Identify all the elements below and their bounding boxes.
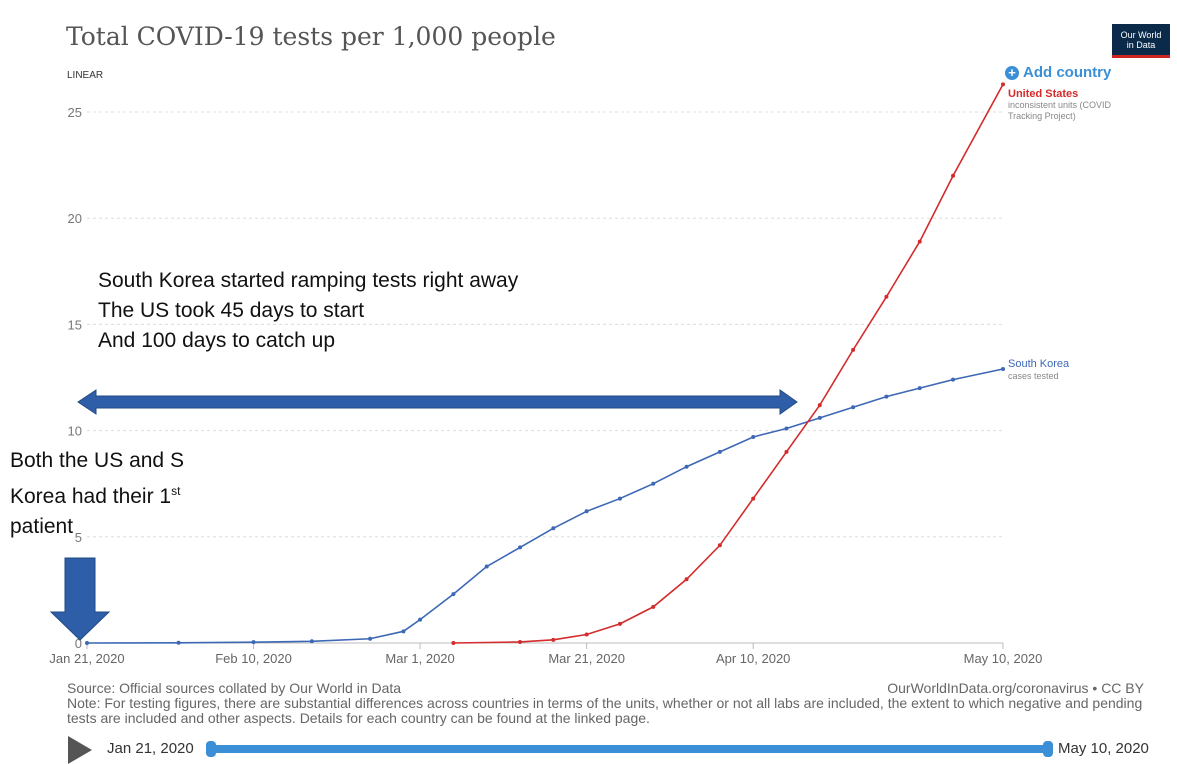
chart-title: Total COVID-19 tests per 1,000 people [66,22,556,51]
annotation-first-line-2-text: Korea had their 1 [10,485,172,508]
data-point [884,394,889,399]
data-point [917,239,922,244]
play-icon[interactable] [68,736,92,764]
series-line-1 [453,84,1004,644]
annotation-first-line-1: Both the US and S [10,449,184,472]
data-point [309,639,314,644]
y-tick-label: 25 [68,105,82,120]
x-tick-label: Mar 1, 2020 [385,651,454,666]
data-point [884,294,889,299]
series-name-label: United States [1008,88,1078,100]
data-point [85,641,89,645]
data-point [717,543,722,548]
annotation-main-line-1: South Korea started ramping tests right … [98,269,519,292]
annotation-main: South Korea started ramping tests right … [98,266,518,356]
series-sublabel: cases tested [1008,371,1059,381]
data-point [551,526,556,531]
scale-label[interactable]: LINEAR [67,70,104,81]
y-axis-ticks: 0 5 10 15 20 25 [68,105,82,651]
series-layer [85,82,1005,645]
series-name-label: South Korea [1008,358,1070,370]
x-tick-label: Apr 10, 2020 [716,651,790,666]
annotation-first-line-3: patient [10,515,74,538]
data-point [784,426,789,431]
y-tick-label: 15 [68,317,82,332]
grid-lines [87,111,1003,644]
series-line-0 [86,368,1004,644]
timeline-bar: Jan 21, 2020 May 10, 2020 [0,730,1177,764]
data-point [751,434,756,439]
y-tick-label: 10 [68,424,82,439]
data-point [518,545,523,550]
owid-logo[interactable]: Our World in Data [1112,24,1170,58]
data-point [551,637,556,642]
data-point [1001,367,1005,372]
data-point [817,403,822,408]
data-point [518,639,523,644]
data-point [176,640,181,645]
data-point [817,415,822,420]
annotation-main-line-3: And 100 days to catch up [98,329,335,352]
data-point [951,377,956,382]
data-point [584,509,589,514]
x-axis-ticks: Jan 21, 2020 Feb 10, 2020 Mar 1, 2020 Mar 2… [49,643,1042,666]
timeline-start-handle[interactable] [206,741,216,757]
data-point [617,496,622,501]
double-arrow [77,389,798,415]
x-tick-label: Jan 21, 2020 [49,651,124,666]
data-point [684,464,689,469]
site-license-text[interactable]: OurWorldInData.org/coronavirus • CC BY [887,680,1144,696]
logo-line-1: Our World [1120,29,1162,40]
add-country-button[interactable]: + Add country [1005,64,1111,81]
x-tick-label: May 10, 2020 [964,651,1043,666]
data-point [451,641,456,645]
data-point [717,449,722,454]
timeline-end-label: May 10, 2020 [1058,740,1149,757]
data-point [251,640,256,645]
data-point [851,405,856,410]
timeline-end-handle[interactable] [1043,741,1053,757]
data-point [368,636,373,641]
data-point [651,604,656,609]
annotation-arrows [49,389,798,641]
data-point [401,629,406,634]
data-point [784,449,789,454]
x-tick-label: Mar 21, 2020 [548,651,625,666]
data-point [617,621,622,626]
data-point [418,617,423,622]
x-tick-label: Feb 10, 2020 [215,651,292,666]
series-sublabel: inconsistent units (COVID [1008,100,1112,110]
y-tick-label: 20 [68,211,82,226]
annotation-first-superscript: st [171,484,181,498]
data-point [917,386,922,391]
annotation-first-line-2: Korea had their 1st [10,476,184,512]
series-sublabel: Tracking Project) [1008,111,1076,121]
data-point [851,347,856,352]
timeline-start-label: Jan 21, 2020 [107,740,194,757]
data-point [751,496,756,501]
data-point [484,564,489,569]
plus-icon: + [1005,65,1019,80]
data-point [584,632,589,637]
data-point [1001,82,1005,87]
footer-note: Note: For testing figures, there are sub… [67,695,1143,726]
y-tick-label: 0 [75,636,82,651]
source-text: Source: Official sources collated by Our… [67,680,402,696]
data-point [684,577,689,582]
add-country-label: Add country [1023,64,1112,81]
annotation-main-line-2: The US took 45 days to start [98,299,365,322]
data-point [951,173,956,178]
y-tick-label: 5 [75,530,82,545]
logo-line-2: in Data [1126,39,1156,50]
annotation-first-patient: Both the US and S Korea had their 1st pa… [10,446,184,542]
data-point [451,592,456,597]
data-point [651,481,656,486]
down-arrow [49,557,111,641]
timeline-track[interactable] [210,745,1050,753]
